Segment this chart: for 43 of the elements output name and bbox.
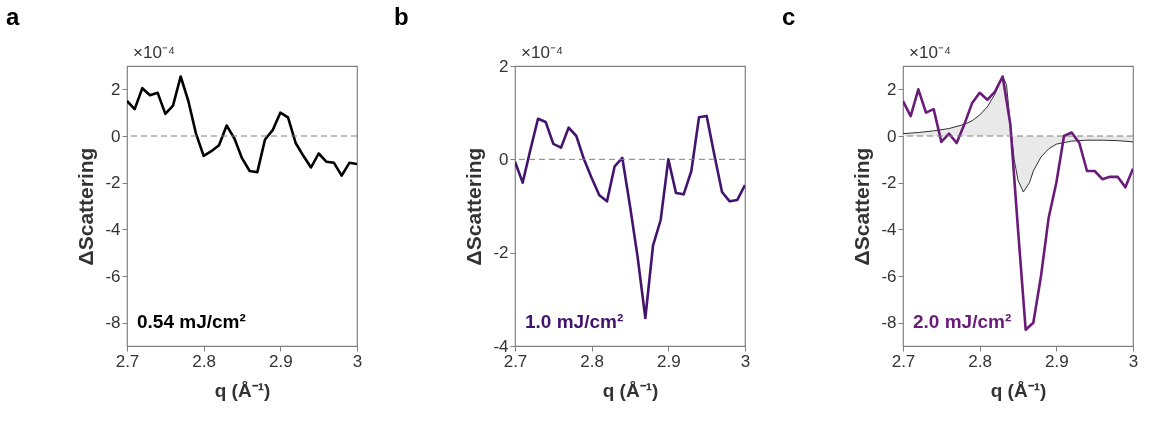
x-tick-label: 2.7 [891, 351, 916, 371]
y-tick-label: -8 [881, 313, 897, 333]
series-label: 1.0 mJ/cm² [525, 311, 624, 332]
y-tick-label: -6 [881, 266, 897, 286]
y-axis-title: ΔScattering [850, 147, 874, 266]
y-tick-label: 0 [111, 126, 121, 146]
chart-title: b [393, 3, 409, 30]
line-series [127, 75, 357, 177]
y-tick-label: -8 [105, 313, 121, 333]
x-tick-label: 2.8 [192, 351, 216, 371]
y-tick-label: -2 [105, 173, 121, 193]
y-tick-label: 0 [887, 126, 897, 146]
x-tick-label: 3 [1128, 351, 1139, 371]
x-tick-label: 2.9 [1045, 351, 1069, 371]
y-tick-label: -2 [881, 173, 897, 193]
text: ×10⁻⁴ [909, 43, 952, 62]
y-tick-label: -6 [105, 266, 121, 286]
y-tick-label: 2 [499, 56, 509, 76]
x-tick-label: 3 [352, 351, 363, 371]
x-axis-title: q (Å⁻¹) [602, 379, 659, 401]
y-tick-label: 0 [499, 149, 509, 169]
chart-title: c [781, 3, 796, 30]
x-axis-title: q (Å⁻¹) [990, 379, 1047, 401]
series-label: 2.0 mJ/cm² [913, 311, 1012, 332]
y-axis-title: ΔScattering [74, 147, 98, 266]
y-tick-label: 2 [887, 79, 897, 99]
x-tick-label: 3 [740, 351, 751, 371]
y-axis-title: ΔScattering [462, 147, 486, 266]
y-tick-label: -2 [493, 243, 509, 263]
x-tick-label: 2.9 [269, 351, 293, 371]
text: ×10⁻⁴ [521, 43, 564, 62]
x-tick-label: 2.8 [968, 351, 992, 371]
chart-title: a [5, 3, 20, 30]
line-series [903, 75, 1133, 331]
x-axis-title: q (Å⁻¹) [214, 379, 271, 401]
y-tick-label: 2 [111, 79, 121, 99]
y-tick-label: -4 [881, 219, 897, 239]
text: ×10⁻⁴ [133, 43, 176, 62]
x-tick-label: 2.9 [657, 351, 681, 371]
x-tick-label: 2.7 [115, 351, 140, 371]
text: 0.54 mJ/cm² [137, 311, 246, 332]
y-tick-label: -4 [105, 219, 121, 239]
x-tick-label: 2.8 [580, 351, 604, 371]
